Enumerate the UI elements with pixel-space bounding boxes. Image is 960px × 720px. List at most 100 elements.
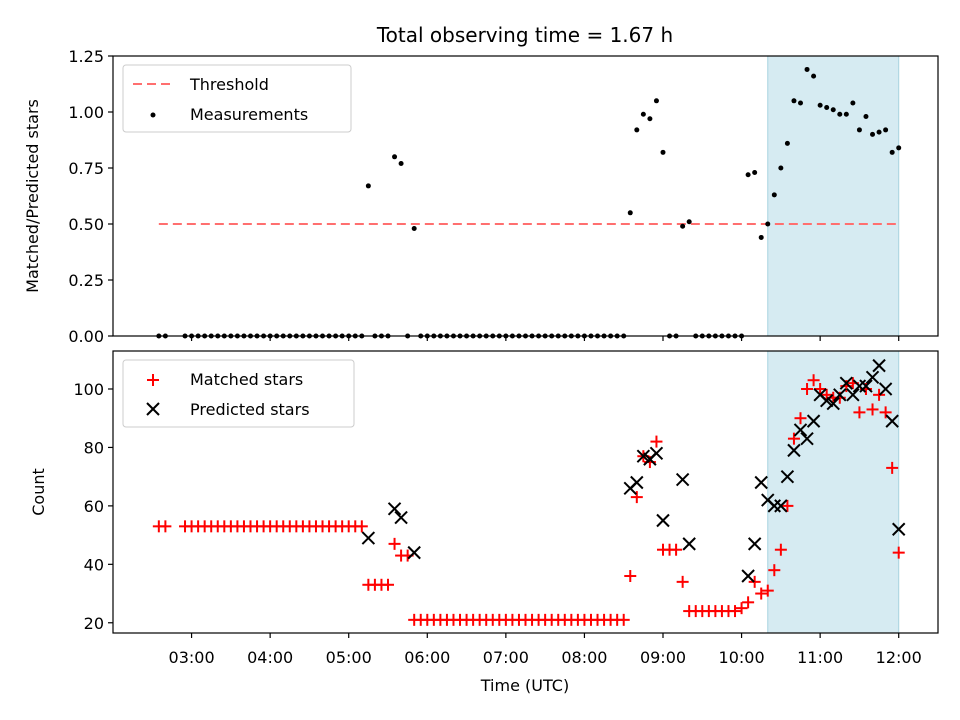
bottom-panel: 20 40 60 80 100 03:00 04:00 05:00 06:00 07:00 08:… — [29, 350, 939, 695]
predicted-star-marker — [826, 396, 840, 411]
measurement-point — [863, 113, 869, 119]
bottom-x-tick-label: 09:00 — [640, 648, 686, 667]
measurement-point — [870, 131, 876, 137]
bottom-x-tick-label: 07:00 — [483, 648, 529, 667]
predicted-star-marker — [747, 537, 762, 551]
measurement-point — [811, 73, 817, 79]
measurement-point — [365, 183, 371, 189]
bottom-y-tick-label: 60 — [84, 497, 104, 516]
matched-star-marker — [676, 575, 689, 588]
measurement-point — [398, 161, 404, 167]
legend-matched-label: Matched stars — [190, 370, 303, 389]
matched-star-marker — [630, 491, 643, 504]
predicted-star-marker — [394, 510, 408, 525]
matched-star-marker — [853, 406, 866, 419]
matched-star-marker — [355, 520, 368, 533]
measurement-point — [653, 98, 659, 104]
top-y-ticks: 0.00 0.25 0.50 0.75 1.00 1.25 — [68, 47, 113, 346]
measurement-point — [843, 111, 849, 117]
matched-star-marker — [670, 543, 683, 556]
matched-star-marker — [794, 412, 807, 425]
matched-star-marker — [624, 570, 637, 583]
matched-star-marker — [873, 388, 886, 401]
matched-star-marker — [650, 435, 663, 448]
bottom-y-tick-label: 80 — [84, 438, 104, 457]
measurement-point — [876, 129, 882, 135]
matched-star-marker — [787, 432, 800, 445]
bottom-x-tick-label: 05:00 — [326, 648, 372, 667]
predicted-star-marker — [800, 431, 814, 446]
legend-measurements-label: Measurements — [190, 105, 308, 124]
measurement-point — [745, 172, 751, 178]
top-axes-frame — [112, 55, 939, 337]
predicted-star-marker — [852, 379, 867, 393]
measurement-point — [752, 169, 758, 175]
measurement-point — [680, 223, 686, 229]
top-panel: 0.00 0.25 0.50 0.75 1.00 1.25 Matched/Predict… — [23, 47, 939, 346]
top-y-axis-label: Matched/Predicted stars — [23, 99, 42, 293]
predicted-star-marker — [846, 388, 860, 402]
bottom-x-tick-label: 11:00 — [797, 648, 843, 667]
predicted-star-marker — [793, 423, 808, 437]
matched-star-marker — [774, 543, 787, 556]
measurement-point — [778, 165, 784, 171]
measurement-point — [771, 192, 777, 198]
measurement-point — [896, 145, 902, 151]
measurement-point — [411, 225, 417, 231]
bottom-x-tick-label: 04:00 — [247, 648, 293, 667]
predicted-star-marker — [839, 376, 854, 390]
predicted-star-marker — [819, 393, 834, 408]
measurement-point — [889, 149, 895, 155]
bottom-axes-frame — [112, 350, 939, 634]
bottom-x-tick-label: 08:00 — [561, 648, 607, 667]
measurement-point — [804, 66, 810, 72]
legend-threshold-label: Threshold — [189, 75, 269, 94]
measurement-point — [627, 210, 633, 216]
top-y-tick-label: 1.00 — [68, 103, 104, 122]
legend-predicted-label: Predicted stars — [190, 400, 310, 419]
top-legend-box — [122, 64, 352, 133]
matched-star-marker — [807, 374, 820, 387]
top-y-tick-label: 0.25 — [68, 271, 104, 290]
measurement-point — [660, 149, 666, 155]
predicted-star-marker — [833, 388, 847, 402]
predicted-star-marker — [741, 569, 755, 583]
matched-star-marker — [761, 584, 774, 597]
predicted-star-marker — [754, 475, 768, 490]
x-axis-label: Time (UTC) — [480, 676, 569, 695]
top-x-ticks — [190, 336, 900, 341]
matched-star-marker — [892, 546, 905, 559]
bottom-x-ticks: 03:00 04:00 05:00 06:00 07:00 08:00 09:00 10:00… — [169, 633, 922, 667]
measurement-point — [758, 234, 764, 240]
top-y-tick-label: 0.50 — [68, 215, 104, 234]
predicted-star-marker — [649, 446, 664, 460]
predicted-star-marker — [630, 475, 644, 490]
matched-star-marker — [159, 520, 172, 533]
measurement-point — [817, 102, 823, 108]
top-legend: Threshold Measurements — [122, 64, 352, 133]
predicted-star-marker — [407, 545, 421, 560]
predicted-star-marker — [872, 358, 886, 373]
predicted-star-marker — [387, 502, 402, 516]
matched-star-marker — [382, 578, 394, 591]
top-y-tick-label: 1.25 — [68, 47, 104, 66]
predicted-star-marker — [806, 414, 821, 428]
measurement-point — [634, 127, 640, 133]
predicted-star-marker — [885, 414, 899, 428]
matched-star-marker — [879, 406, 892, 419]
matched-star-marker — [735, 602, 748, 615]
matched-star-marker — [755, 587, 768, 600]
bottom-y-tick-label: 40 — [84, 555, 104, 574]
top-shaded-region — [767, 55, 900, 337]
matched-star-marker — [742, 596, 755, 609]
top-y-tick-label: 0.75 — [68, 159, 104, 178]
predicted-star-marker — [865, 370, 880, 385]
chart-title: Total observing time = 1.67 h — [376, 23, 673, 47]
matched-star-marker — [748, 575, 761, 588]
measurement-point — [784, 140, 790, 146]
measurement-point — [824, 105, 830, 111]
predicted-star-marker — [675, 472, 690, 487]
predicted-star-marker — [636, 449, 651, 463]
matched-star-marker — [729, 605, 742, 618]
predicted-star-marker — [767, 499, 782, 513]
